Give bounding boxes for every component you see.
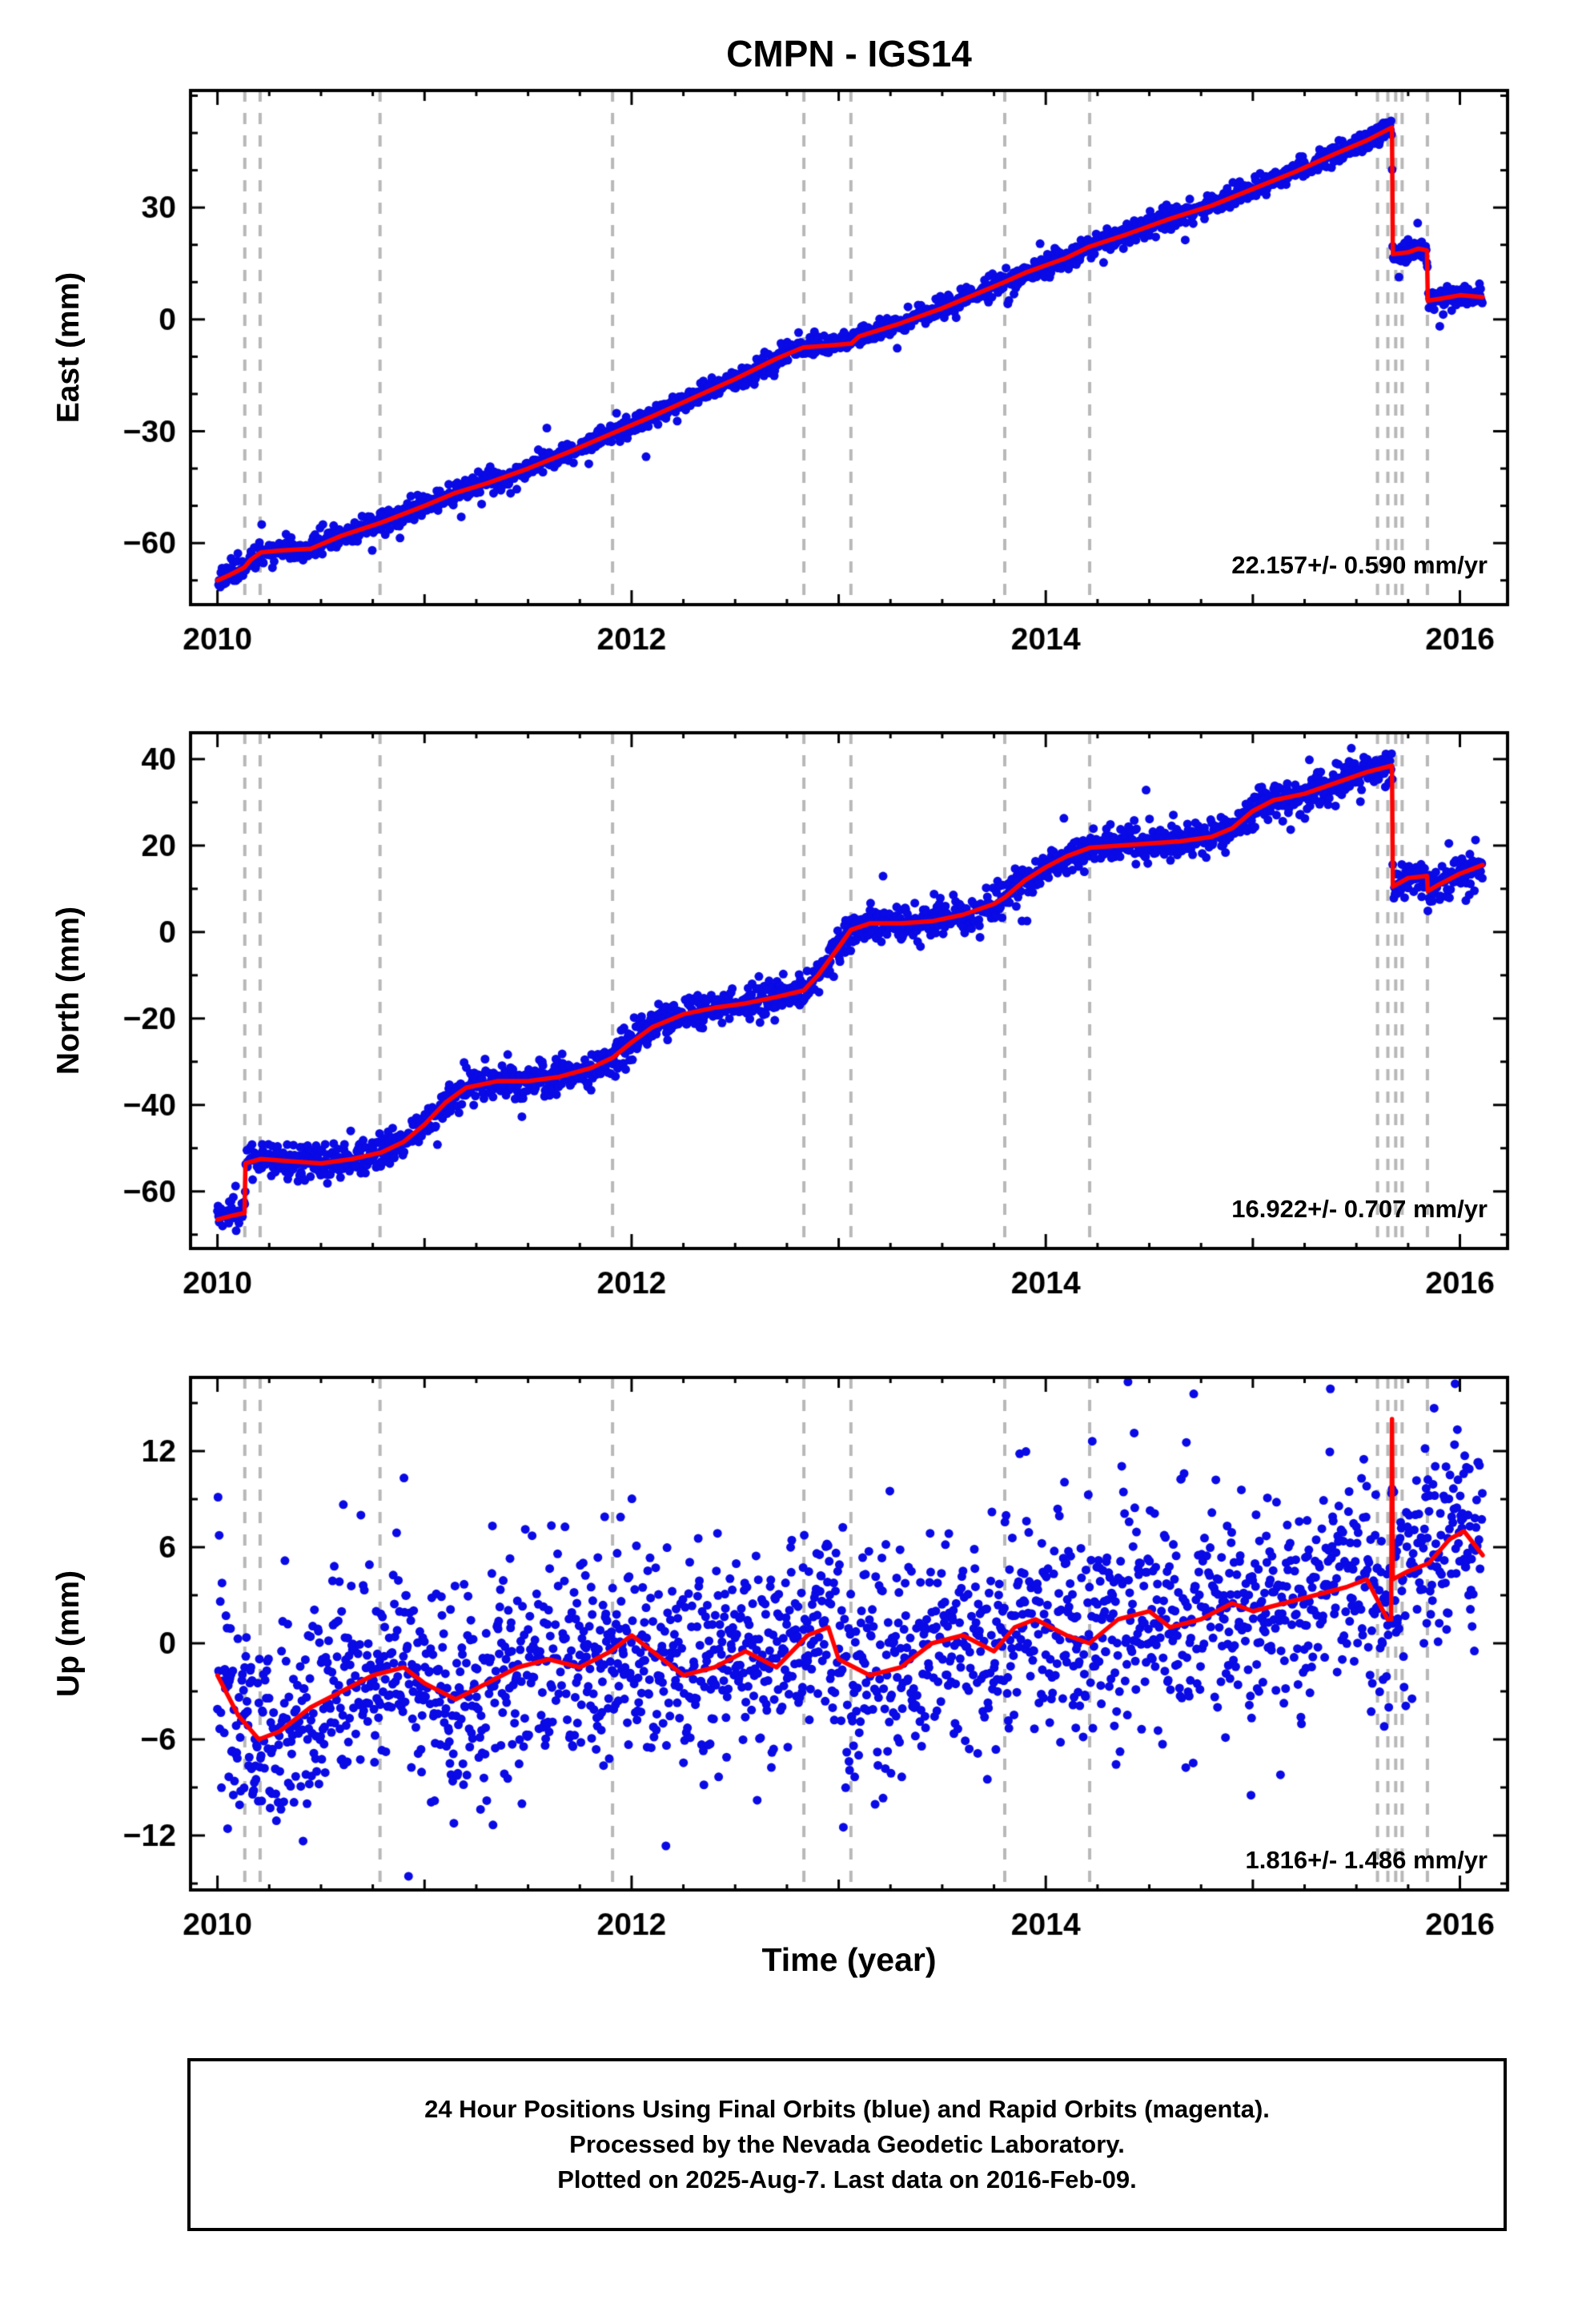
y-axis-label-east: East (mm)	[51, 271, 86, 424]
page-title: CMPN - IGS14	[726, 33, 972, 74]
footer-note: 24 Hour Positions Using Final Orbits (bl…	[187, 2058, 1507, 2231]
rate-annotation-east: 22.157+/- 0.590 mm/yr	[1231, 551, 1488, 579]
y-axis-label-up: Up (mm)	[51, 1570, 86, 1698]
footer-line-3: Plotted on 2025-Aug-7. Last data on 2016…	[557, 2165, 1137, 2193]
footer-line-2: Processed by the Nevada Geodetic Laborat…	[569, 2130, 1125, 2158]
y-axis-label-north: North (mm)	[51, 906, 86, 1076]
footer-line-1: 24 Hour Positions Using Final Orbits (bl…	[424, 2095, 1270, 2123]
x-axis-label: Time (year)	[761, 1941, 937, 1978]
rate-annotation-north: 16.922+/- 0.707 mm/yr	[1231, 1195, 1488, 1223]
rate-annotation-up: 1.816+/- 1.486 mm/yr	[1245, 1846, 1488, 1874]
